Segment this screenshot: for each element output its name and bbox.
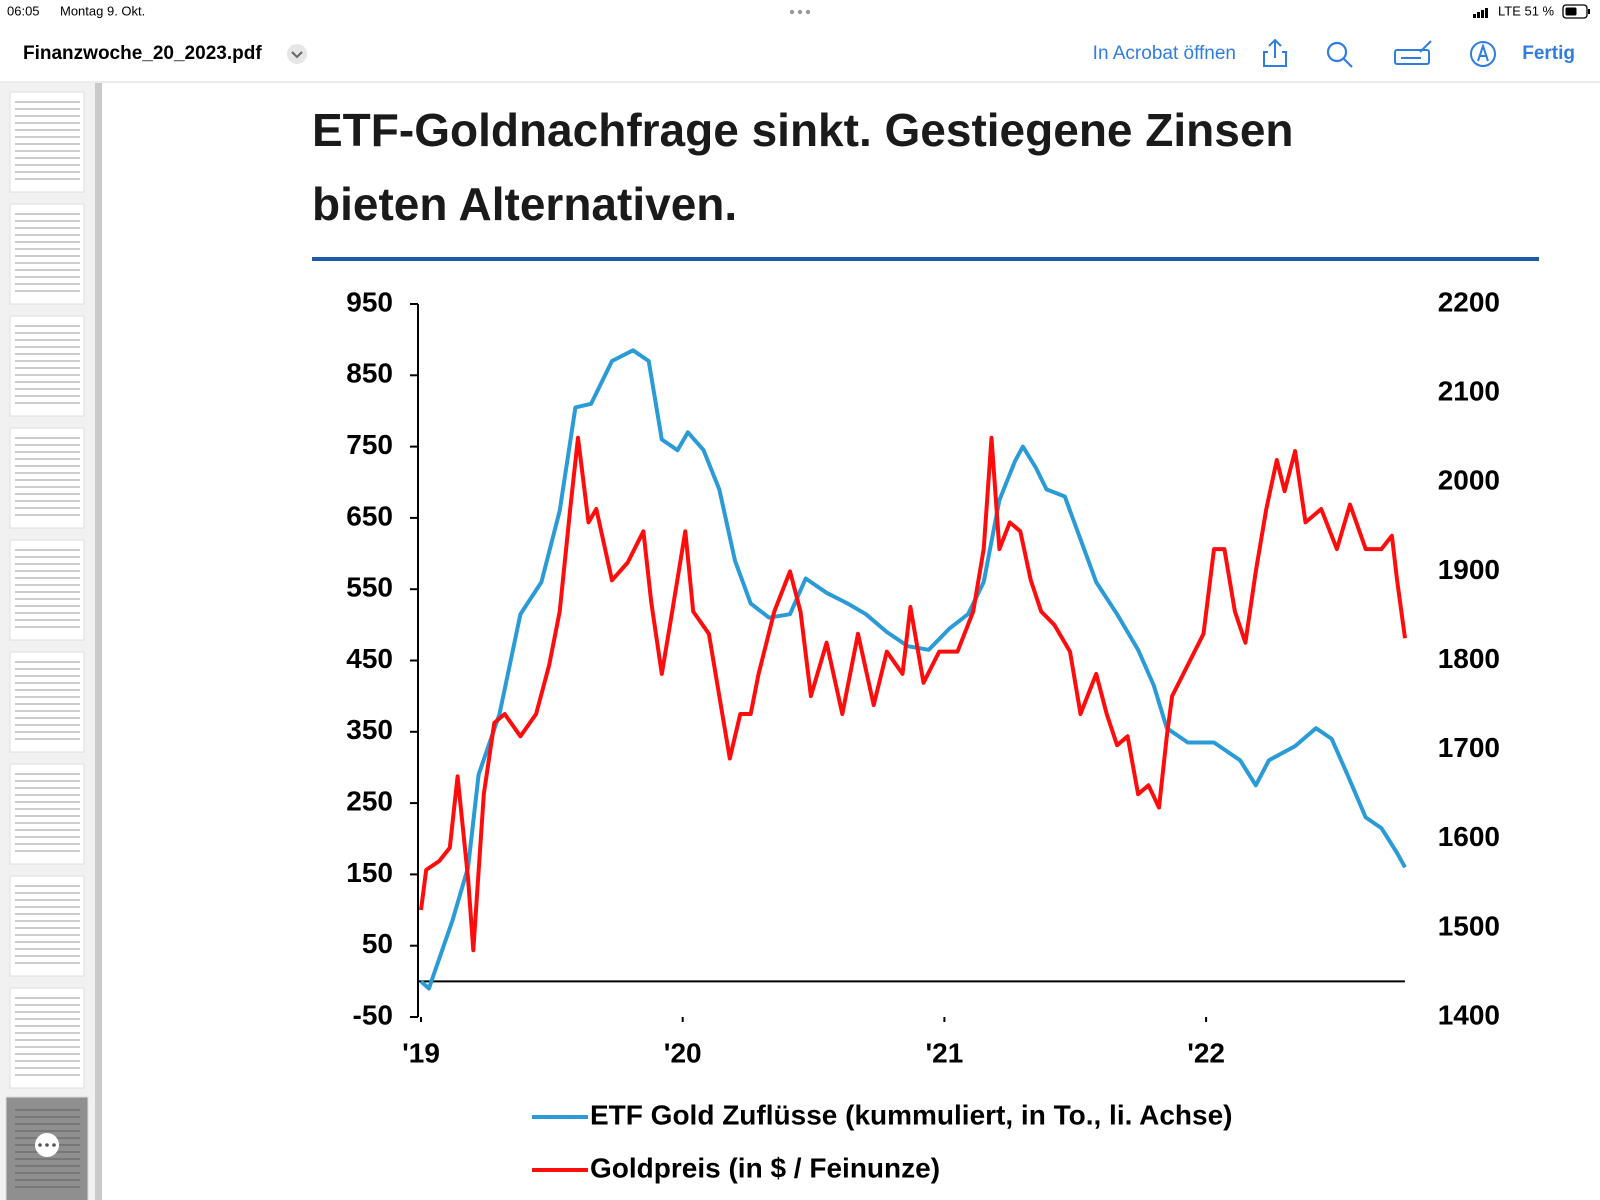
x-tick-label: '20 bbox=[664, 1037, 702, 1068]
thumbnail bbox=[9, 91, 85, 193]
y2-tick-label: 1700 bbox=[1438, 732, 1500, 763]
open-in-acrobat[interactable]: In Acrobat öffnen bbox=[1093, 43, 1236, 64]
annotate-button[interactable] bbox=[1394, 40, 1432, 65]
y-tick-label: 150 bbox=[346, 857, 393, 888]
legend-label: Goldpreis (in $ / Feinunze) bbox=[590, 1152, 940, 1183]
y-tick-label: -50 bbox=[353, 999, 393, 1030]
y-tick-label: 850 bbox=[346, 358, 393, 389]
time: 06:05 bbox=[7, 3, 40, 18]
y2-tick-label: 1500 bbox=[1438, 910, 1500, 941]
multitask-dots[interactable] bbox=[789, 9, 811, 15]
sidebar-divider bbox=[95, 83, 102, 1200]
share-button[interactable] bbox=[1263, 38, 1287, 67]
y-tick-label: 650 bbox=[346, 500, 393, 531]
thumbnail bbox=[9, 539, 85, 641]
y-tick-label: 250 bbox=[346, 785, 393, 816]
date: Montag 9. Okt. bbox=[60, 3, 145, 18]
y2-tick-label: 2200 bbox=[1438, 286, 1500, 317]
battery-icon bbox=[1562, 4, 1590, 19]
y-tick-label: 750 bbox=[346, 429, 393, 460]
legend-label: ETF Gold Zuflüsse (kummuliert, in To., l… bbox=[590, 1099, 1233, 1130]
y-tick-label: 50 bbox=[362, 928, 393, 959]
y2-tick-label: 2100 bbox=[1438, 376, 1500, 407]
y2-tick-label: 1800 bbox=[1438, 643, 1500, 674]
thumbnail bbox=[9, 987, 85, 1089]
y2-tick-label: 2000 bbox=[1438, 465, 1500, 496]
y-tick-label: 350 bbox=[346, 714, 393, 745]
chart-title: ETF-Goldnachfrage sinkt. Gestiegene Zins… bbox=[312, 104, 1294, 156]
thumbnails bbox=[5, 91, 89, 1200]
search-button[interactable] bbox=[1326, 41, 1353, 68]
more-button[interactable] bbox=[35, 1133, 59, 1157]
chart-title: bieten Alternativen. bbox=[312, 178, 737, 230]
thumbnail bbox=[9, 427, 85, 529]
more-dot bbox=[45, 1143, 49, 1147]
markup-button[interactable] bbox=[1470, 41, 1496, 67]
x-tick-label: '21 bbox=[925, 1037, 963, 1068]
thumbnail bbox=[9, 203, 85, 305]
thumbnail bbox=[9, 651, 85, 753]
more-dot bbox=[38, 1143, 42, 1147]
y-tick-label: 450 bbox=[346, 643, 393, 674]
thumbnail bbox=[9, 875, 85, 977]
x-tick-label: '22 bbox=[1187, 1037, 1225, 1068]
series-line bbox=[419, 348, 1407, 991]
y-tick-label: 950 bbox=[346, 286, 393, 317]
series-line bbox=[419, 435, 1407, 953]
done-button[interactable]: Fertig bbox=[1522, 43, 1575, 64]
x-tick-label: '19 bbox=[402, 1037, 440, 1068]
thumbnail bbox=[9, 763, 85, 865]
more-dot bbox=[52, 1143, 56, 1147]
chart: -50 50 150 250 350 450 550 650 750 850 950 1400 1500… bbox=[346, 286, 1500, 1183]
thumbnail bbox=[9, 315, 85, 417]
file-name[interactable]: Finanzwoche_20_2023.pdf bbox=[23, 43, 262, 64]
signal-icon bbox=[1473, 8, 1488, 18]
file-menu-button[interactable] bbox=[287, 44, 307, 64]
y2-tick-label: 1600 bbox=[1438, 821, 1500, 852]
y-tick-label: 550 bbox=[346, 572, 393, 603]
y2-tick-label: 1900 bbox=[1438, 554, 1500, 585]
y2-tick-label: 1400 bbox=[1438, 999, 1500, 1030]
title-rule bbox=[312, 257, 1539, 261]
status-text: LTE 51 % bbox=[1498, 3, 1555, 18]
